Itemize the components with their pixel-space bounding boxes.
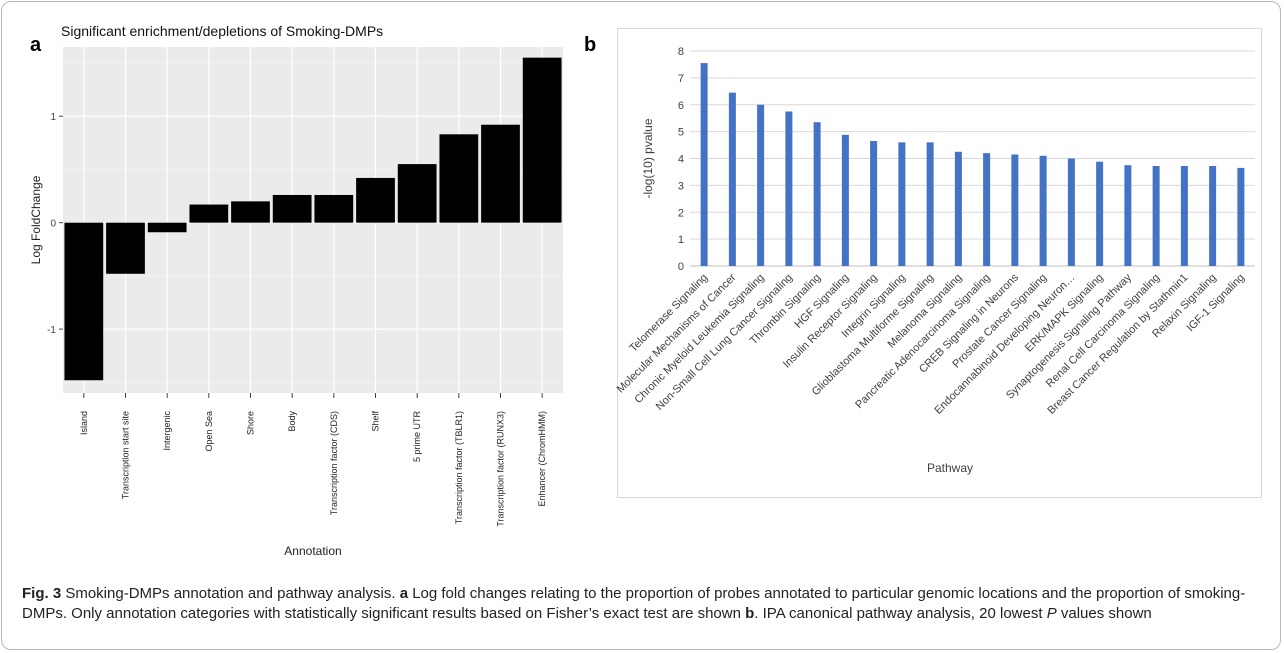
bar (189, 204, 229, 223)
bar (481, 124, 520, 223)
panel-a-chart: -1 0 1 Island Transcription start site Interg… (29, 47, 563, 558)
y-tick-label: 1 (678, 234, 684, 246)
x-tick-label: 5 prime UTR (412, 411, 422, 463)
bar (926, 142, 934, 266)
figure-caption: Fig. 3 Smoking-DMPs annotation and pathw… (22, 584, 1262, 624)
caption-p-symbol: P (1046, 605, 1057, 622)
x-tick-label: Body (287, 411, 297, 432)
bar (356, 177, 395, 223)
x-tick-label: Island (79, 411, 89, 435)
bar (397, 164, 437, 223)
y-tick-label: 3 (678, 180, 684, 192)
bar (757, 104, 765, 266)
y-tick-label: 7 (678, 73, 684, 85)
bar (700, 63, 708, 266)
bar (728, 92, 736, 266)
bar (813, 122, 821, 266)
x-tick-label: Transcription start site (121, 411, 131, 499)
caption-text-1: Smoking-DMPs annotation and pathway anal… (61, 585, 400, 602)
plot-background (63, 47, 563, 393)
y-tick-label: 2 (678, 207, 684, 219)
x-tick-label: Enhancer (ChromHMM) (537, 411, 547, 507)
caption-letter-b: b (745, 605, 755, 622)
bar (785, 111, 793, 266)
caption-text-2: Log fold changes relating to the proport… (22, 585, 1246, 622)
bar (1237, 167, 1245, 266)
panel-b-border (617, 28, 1262, 498)
bar (1152, 166, 1160, 266)
x-tick-label: Molecular Mechanisms of Cancer (615, 271, 739, 395)
caption-letter-a: a (399, 585, 409, 602)
y-tick-label: -1 (47, 325, 56, 336)
caption-text-3: . IPA canonical pathway analysis, 20 low… (754, 605, 1047, 622)
bar (522, 57, 562, 223)
bar (1067, 158, 1075, 266)
y-tick-label: 4 (678, 154, 684, 166)
x-axis-label: Annotation (284, 544, 341, 558)
y-tick-label: 0 (50, 219, 56, 230)
bar (954, 151, 962, 266)
bar (314, 194, 354, 223)
bar (106, 222, 145, 274)
bar (1096, 161, 1104, 266)
x-tick-label: Transcription factor (CDS) (329, 411, 339, 515)
bar (1039, 155, 1047, 266)
bar (439, 134, 479, 223)
y-axis-label: Log FoldChange (29, 175, 43, 264)
bar (231, 201, 270, 223)
bar (1209, 166, 1217, 266)
bar (1124, 165, 1132, 266)
y-tick-label: 8 (678, 46, 684, 58)
y-tick-label: 1 (50, 112, 56, 123)
bar (1180, 166, 1188, 266)
x-tick-label: Shelf (371, 411, 381, 432)
bar (272, 194, 312, 223)
x-axis-label: Pathway (927, 461, 973, 475)
bar (841, 134, 849, 266)
y-tick-label: 0 (678, 261, 684, 273)
bar (1011, 154, 1019, 266)
y-tick-label: 5 (678, 127, 684, 139)
bar (870, 141, 878, 266)
x-tick-label: Open Sea (204, 411, 214, 452)
caption-figure-label: Fig. 3 (22, 585, 62, 602)
x-tick-label: Shore (246, 411, 256, 435)
panel-b-letter: b (584, 34, 597, 56)
caption-text-4: values shown (1056, 605, 1152, 622)
bar (983, 153, 991, 266)
x-tick-label: Transcription factor (RUNX3) (496, 411, 506, 527)
bar (64, 222, 104, 381)
y-axis-label: -log(10) pvalue (641, 118, 655, 198)
panel-a-letter: a (30, 34, 42, 56)
y-tick-label: 6 (678, 100, 684, 112)
bar (147, 222, 187, 233)
x-tick-label: Intergenic (162, 411, 172, 451)
panel-a-chart-title: Significant enrichment/depletions of Smo… (61, 23, 384, 39)
bar (898, 142, 906, 266)
x-tick-label: Transcription factor (TBLR1) (454, 411, 464, 524)
